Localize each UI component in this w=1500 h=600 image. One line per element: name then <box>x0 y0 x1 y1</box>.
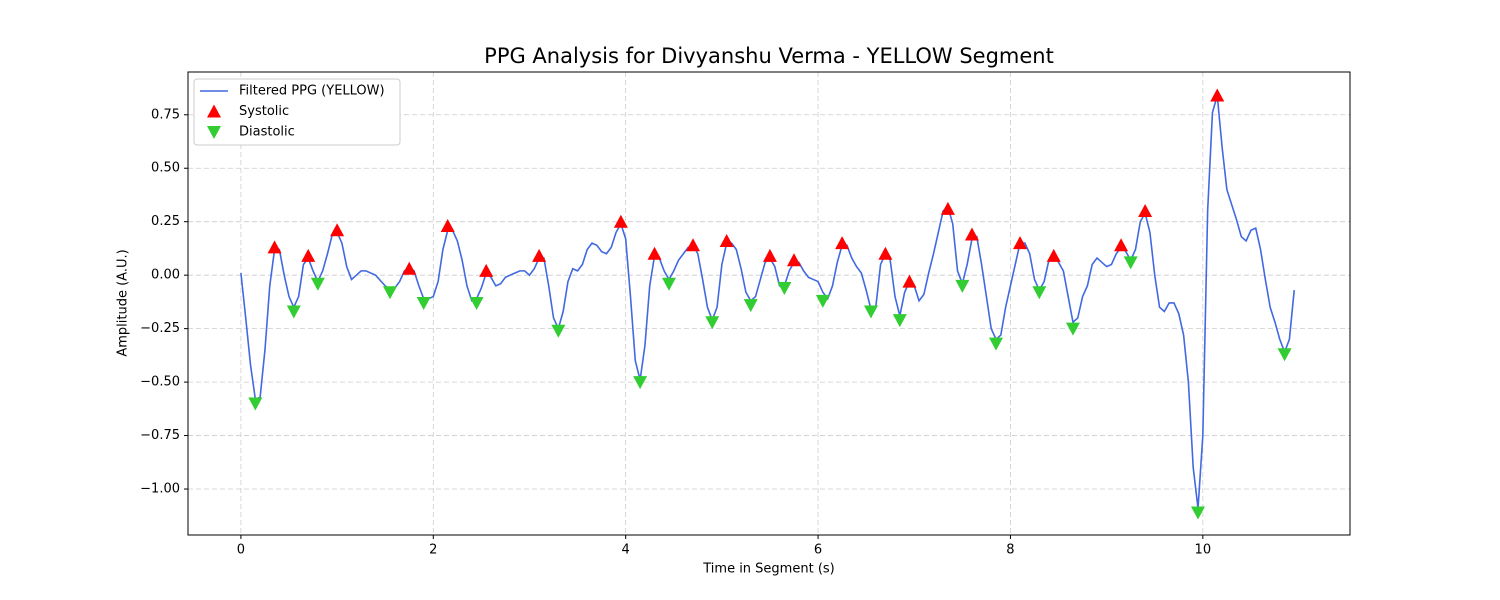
legend-label: Filtered PPG (YELLOW) <box>239 84 385 99</box>
x-tick-label: 4 <box>622 543 630 558</box>
diastolic-marker <box>955 279 970 293</box>
systolic-marker <box>964 227 979 241</box>
systolic-marker <box>940 201 955 215</box>
diastolic-marker <box>892 314 907 328</box>
systolic-marker <box>532 248 547 262</box>
y-tick-label: −0.75 <box>140 428 180 443</box>
diastolic-marker <box>1123 256 1138 270</box>
systolic-marker <box>902 274 917 288</box>
y-tick-label: 0.25 <box>151 214 180 229</box>
legend-label: Diastolic <box>239 125 295 140</box>
systolic-marker <box>330 223 345 237</box>
y-tick-label: 0.75 <box>151 107 180 122</box>
diastolic-marker <box>633 376 648 390</box>
x-tick-label: 2 <box>429 543 437 558</box>
diastolic-marker <box>661 277 676 291</box>
chart-title: PPG Analysis for Divyanshu Verma - YELLO… <box>484 44 1054 68</box>
diastolic-marker <box>1032 286 1047 300</box>
diastolic-marker <box>743 299 758 313</box>
systolic-marker <box>1046 248 1061 262</box>
diastolic-marker <box>777 281 792 295</box>
legend-label: Systolic <box>239 104 289 119</box>
systolic-marker <box>762 248 777 262</box>
systolic-marker <box>787 253 802 267</box>
legend: Filtered PPG (YELLOW) Systolic Diastolic <box>193 78 401 146</box>
systolic-marker <box>1013 236 1028 250</box>
systolic-marker <box>479 263 494 277</box>
y-tick-label: 0.50 <box>151 161 180 176</box>
diastolic-marker <box>383 286 398 300</box>
systolic-marker <box>686 238 701 252</box>
legend-swatch <box>207 104 221 118</box>
x-axis-label: Time in Segment (s) <box>702 562 834 577</box>
diastolic-marker <box>416 296 431 310</box>
legend-swatch <box>207 126 221 139</box>
plot-frame <box>187 71 1351 536</box>
systolic-marker <box>402 261 417 275</box>
diastolic-marker <box>1065 322 1080 336</box>
diastolic-marker <box>286 305 301 319</box>
diastolic-marker <box>551 324 566 338</box>
diastolic-marker <box>863 305 878 319</box>
diastolic-marker <box>1191 506 1206 520</box>
systolic-marker <box>613 214 628 228</box>
systolic-marker <box>647 246 662 260</box>
diastolic-marker <box>310 277 325 291</box>
diastolic-marker <box>705 316 720 330</box>
diastolic-marker <box>815 294 830 308</box>
systolic-marker <box>440 218 455 232</box>
systolic-marker <box>1114 238 1129 252</box>
y-tick-label: −0.50 <box>140 375 180 390</box>
diastolic-marker <box>989 337 1004 351</box>
x-tick-label: 0 <box>237 543 245 558</box>
systolic-marker <box>719 233 734 247</box>
diastolic-marker <box>1277 348 1292 362</box>
systolic-marker <box>835 236 850 250</box>
y-axis-label: Amplitude (A.U.) <box>116 249 131 356</box>
diastolic-marker <box>469 296 484 310</box>
y-tick-label: −0.25 <box>140 321 180 336</box>
legend-box <box>193 78 401 146</box>
systolic-marker <box>1210 88 1225 102</box>
x-tick-label: 8 <box>1006 543 1014 558</box>
x-tick-label: 6 <box>814 543 822 558</box>
x-tick-label: 10 <box>1195 543 1212 558</box>
systolic-marker <box>878 246 893 260</box>
y-tick-label: −1.00 <box>140 482 180 497</box>
systolic-marker <box>1138 204 1153 218</box>
diastolic-marker <box>248 397 263 411</box>
y-tick-label: 0.00 <box>151 268 180 283</box>
systolic-marker <box>301 248 316 262</box>
systolic-marker <box>267 240 282 254</box>
